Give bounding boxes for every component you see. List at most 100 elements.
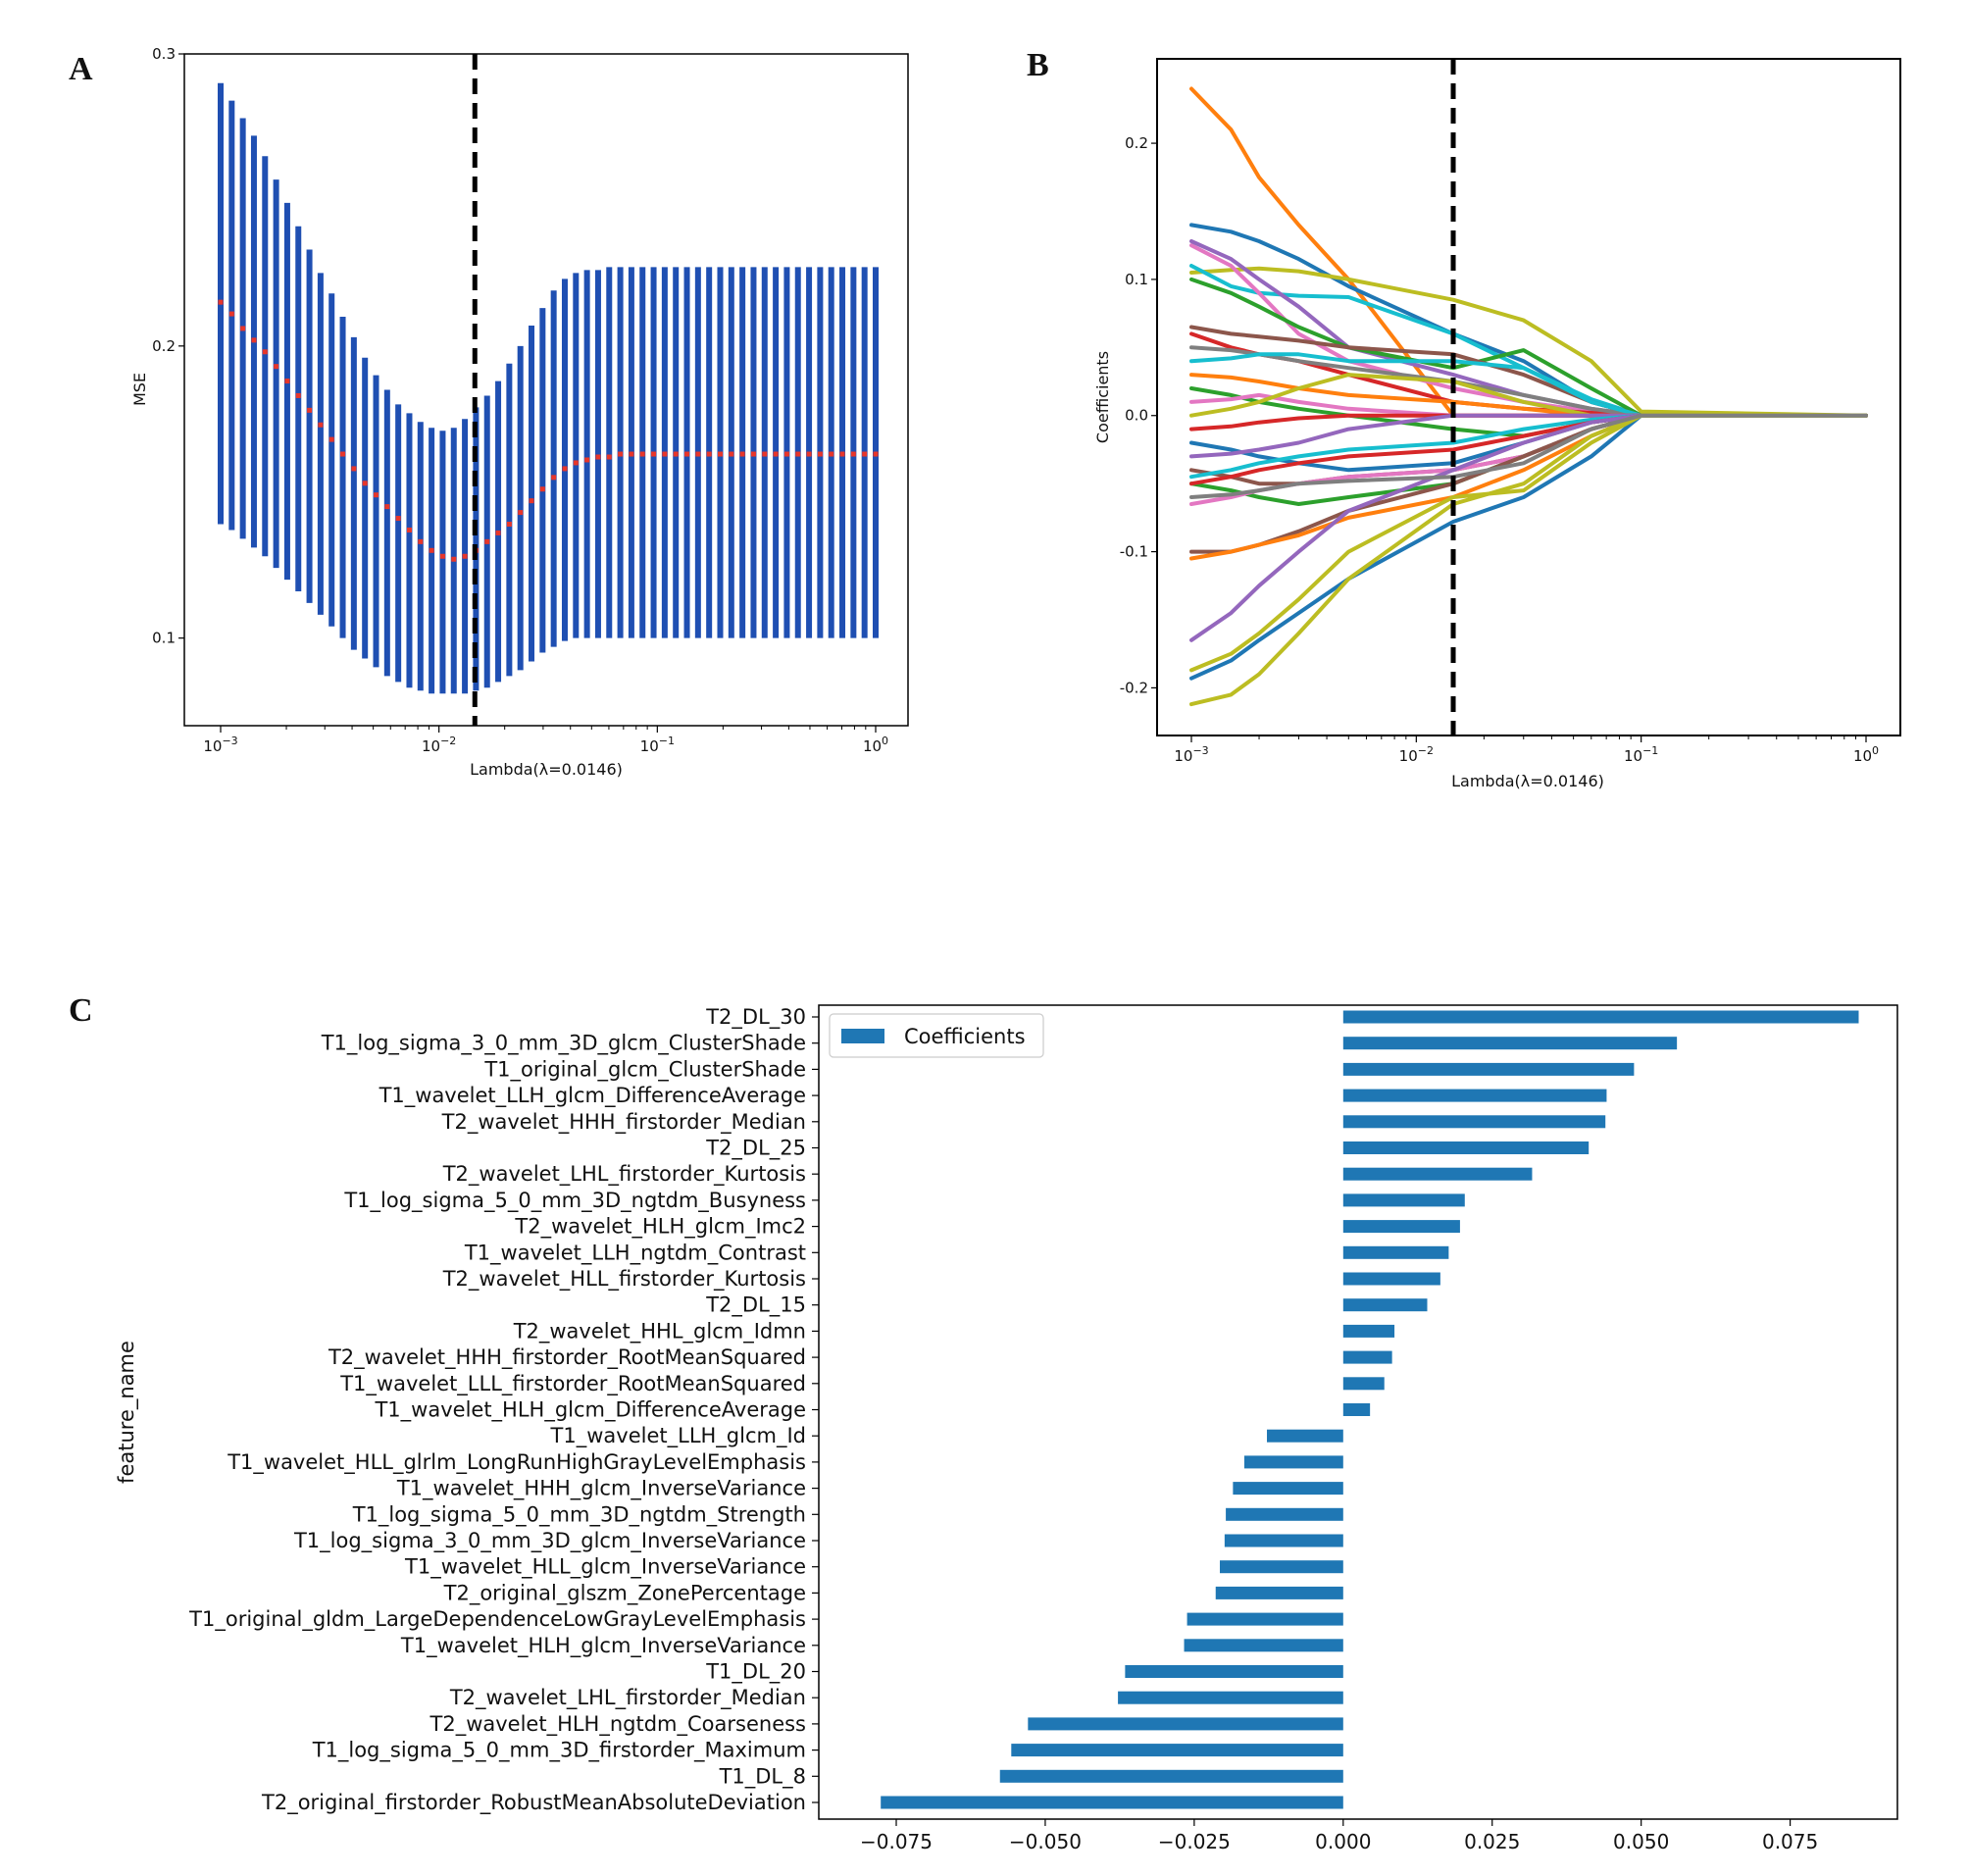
x-tick-label: 10−2 bbox=[422, 735, 456, 755]
y-tick-label: -0.2 bbox=[1120, 679, 1148, 696]
feature-name-label: T1_wavelet_LLH_ngtdm_Contrast bbox=[464, 1241, 806, 1265]
plot-frame bbox=[818, 1004, 1898, 1820]
mse-mean-point bbox=[262, 349, 268, 355]
coefficient-path-c29 bbox=[1189, 413, 1868, 707]
x-tick-label: −0.025 bbox=[1158, 1830, 1231, 1853]
feature-name-label: T1_wavelet_LLH_glcm_DifferenceAverage bbox=[379, 1084, 806, 1108]
mse-mean-point bbox=[529, 498, 534, 504]
mse-mean-point bbox=[662, 451, 668, 457]
coefficient-bar bbox=[1243, 1455, 1343, 1469]
coefficient-bar bbox=[1342, 1141, 1590, 1154]
mse-mean-point bbox=[274, 364, 279, 370]
mse-mean-point bbox=[218, 299, 224, 305]
y-axis-label: MSE bbox=[130, 373, 149, 406]
y-tick-label: 0.1 bbox=[152, 630, 176, 647]
mse-mean-point bbox=[606, 454, 612, 460]
coefficient-bar bbox=[1342, 1010, 1859, 1024]
coefficient-bar bbox=[1342, 1298, 1428, 1312]
coefficient-bar bbox=[1342, 1037, 1678, 1050]
x-axis-label: Lambda(λ=0.0146) bbox=[470, 760, 623, 779]
panel-label-a: A bbox=[69, 51, 93, 87]
coefficient-bar bbox=[881, 1796, 1343, 1809]
mse-mean-point bbox=[418, 538, 424, 544]
feature-name-label: T1_wavelet_LLH_glcm_Id bbox=[550, 1424, 806, 1448]
coefficient-bar bbox=[1342, 1089, 1607, 1102]
coefficient-bar bbox=[1342, 1245, 1449, 1259]
feature-name-label: T1_wavelet_HLL_glcm_InverseVariance bbox=[404, 1555, 806, 1580]
feature-name-label: T2_wavelet_HHH_firstorder_Median bbox=[441, 1110, 806, 1135]
feature-name-label: T1_log_sigma_3_0_mm_3D_glcm_ClusterShade bbox=[321, 1032, 806, 1056]
feature-name-label: T2_DL_30 bbox=[705, 1005, 806, 1030]
coefficient-bar bbox=[1233, 1482, 1343, 1496]
coefficient-bar bbox=[1342, 1115, 1606, 1129]
mse-mean-point bbox=[806, 451, 812, 457]
coefficient-path-c11 bbox=[1189, 352, 1868, 418]
coefficient-bar bbox=[1342, 1167, 1533, 1181]
feature-name-label: T2_wavelet_HLL_firstorder_Kurtosis bbox=[442, 1267, 806, 1292]
legend-label: Coefficients bbox=[904, 1025, 1026, 1048]
mse-mean-point bbox=[506, 522, 512, 527]
y-tick-label: 0.0 bbox=[1125, 407, 1148, 425]
coefficient-path-c27 bbox=[1189, 413, 1868, 681]
coefficient-bar bbox=[1342, 1062, 1635, 1076]
mse-mean-point bbox=[495, 530, 501, 535]
coefficient-path-c26 bbox=[1189, 413, 1868, 642]
mse-mean-point bbox=[817, 451, 823, 457]
coefficient-bar bbox=[1226, 1507, 1343, 1521]
y-tick-label: 0.2 bbox=[1125, 134, 1148, 152]
mse-mean-point bbox=[706, 451, 712, 457]
coefficient-bar bbox=[1342, 1193, 1465, 1207]
x-tick-label: 0.075 bbox=[1762, 1830, 1818, 1853]
x-tick-label: 10−1 bbox=[640, 735, 675, 755]
x-tick-label: 100 bbox=[1853, 744, 1879, 765]
mse-mean-point bbox=[829, 451, 834, 457]
coefficient-bar bbox=[1028, 1717, 1343, 1731]
feature-name-label: T2_wavelet_LHL_firstorder_Kurtosis bbox=[442, 1162, 806, 1187]
mse-mean-point bbox=[684, 451, 690, 457]
feature-name-label: T1_original_glcm_ClusterShade bbox=[483, 1057, 806, 1082]
mse-mean-point bbox=[573, 460, 579, 466]
coefficient-path-c18 bbox=[1189, 413, 1868, 459]
x-tick-label: 0.000 bbox=[1315, 1830, 1371, 1853]
x-tick-label: 10−3 bbox=[203, 735, 237, 755]
mse-mean-point bbox=[318, 422, 324, 428]
mse-mean-point bbox=[750, 451, 756, 457]
feature-name-label: T2_original_firstorder_RobustMeanAbsolut… bbox=[261, 1791, 806, 1815]
mse-mean-point bbox=[362, 481, 368, 486]
x-tick-label: 10−1 bbox=[1624, 744, 1658, 765]
feature-name-label: T2_wavelet_HHH_firstorder_RootMeanSquare… bbox=[328, 1345, 806, 1370]
y-tick-label: 0.3 bbox=[152, 45, 176, 63]
feature-name-label: T1_log_sigma_5_0_mm_3D_ngtdm_Strength bbox=[352, 1502, 806, 1527]
mse-mean-point bbox=[240, 326, 246, 331]
feature-name-label: T1_log_sigma_3_0_mm_3D_glcm_InverseVaria… bbox=[293, 1529, 806, 1553]
mse-mean-point bbox=[284, 379, 290, 384]
mse-mean-point bbox=[484, 538, 490, 544]
x-tick-label: −0.075 bbox=[860, 1830, 933, 1853]
feature-name-label: T2_DL_15 bbox=[705, 1293, 806, 1318]
mse-mean-point bbox=[739, 451, 745, 457]
mse-mean-point bbox=[839, 451, 845, 457]
feature-name-label: T1_wavelet_HLH_glcm_DifferenceAverage bbox=[374, 1398, 806, 1423]
y-tick-label: 0.1 bbox=[1125, 271, 1148, 288]
coefficient-bar bbox=[1011, 1744, 1343, 1757]
feature-name-label: T1_wavelet_HHH_glcm_InverseVariance bbox=[396, 1477, 806, 1501]
coefficient-bar bbox=[1267, 1429, 1343, 1443]
mse-mean-point bbox=[384, 504, 390, 510]
x-tick-label: −0.050 bbox=[1009, 1830, 1082, 1853]
mse-mean-point bbox=[673, 451, 679, 457]
coefficient-bar bbox=[1215, 1586, 1343, 1599]
feature-name-label: T2_DL_25 bbox=[705, 1137, 806, 1161]
feature-name-label: T1_wavelet_HLL_glrlm_LongRunHighGrayLeve… bbox=[227, 1450, 806, 1475]
mse-mean-point bbox=[462, 553, 468, 559]
mse-mean-point bbox=[406, 527, 412, 532]
mse-mean-point bbox=[328, 436, 334, 442]
legend-swatch bbox=[841, 1029, 884, 1043]
y-axis-label: feature_name bbox=[115, 1341, 139, 1484]
feature-name-label: T1_DL_20 bbox=[705, 1660, 806, 1685]
panel-label-b: B bbox=[1027, 47, 1049, 83]
mse-mean-point bbox=[717, 451, 723, 457]
feature-name-label: T2_wavelet_HLH_glcm_Imc2 bbox=[514, 1215, 806, 1240]
coefficient-bar bbox=[1186, 1612, 1343, 1626]
